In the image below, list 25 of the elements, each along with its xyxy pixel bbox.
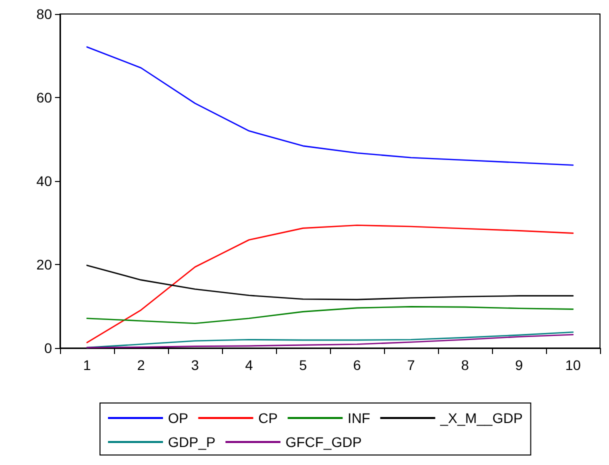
legend-label: OP xyxy=(168,410,188,426)
line-series xyxy=(86,264,574,300)
y-tick-label: 60 xyxy=(36,90,52,106)
legend-label: _X_M__GDP xyxy=(439,410,523,426)
line-series xyxy=(86,46,574,166)
x-tick-label: 7 xyxy=(407,357,416,373)
legend-label: INF xyxy=(348,410,370,426)
x-tick-label: 9 xyxy=(515,357,524,373)
legend-label: GDP_P xyxy=(168,434,216,450)
legend-label: GFCF_GDP xyxy=(285,434,362,450)
line-series xyxy=(86,224,574,344)
y-tick-label: 80 xyxy=(36,6,52,22)
x-tick-label: 2 xyxy=(137,357,146,373)
x-tick-label: 10 xyxy=(565,357,581,373)
y-tick-label: 0 xyxy=(44,340,52,356)
y-tick-label: 40 xyxy=(36,173,52,189)
x-tick-label: 6 xyxy=(353,357,362,373)
x-tick-label: 5 xyxy=(299,357,308,373)
legend-label: CP xyxy=(258,410,278,426)
line-series xyxy=(86,306,574,324)
x-tick-label: 1 xyxy=(83,357,92,373)
x-tick-label: 8 xyxy=(461,357,470,373)
x-tick-label: 4 xyxy=(245,357,254,373)
x-tick-label: 3 xyxy=(191,357,200,373)
y-tick-label: 20 xyxy=(36,256,52,272)
